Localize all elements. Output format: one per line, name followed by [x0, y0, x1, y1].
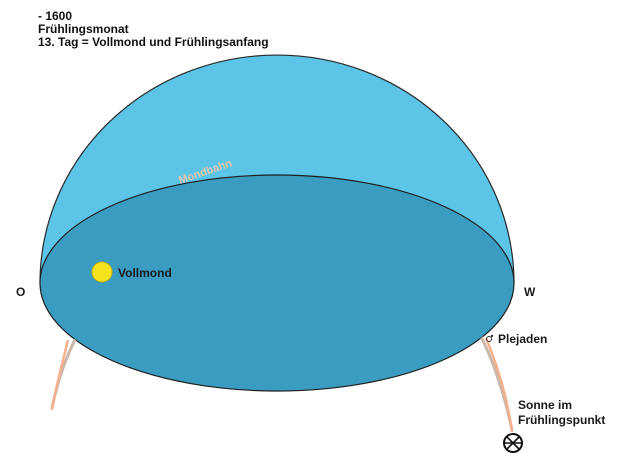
moon-path-right-tail — [484, 337, 514, 433]
direction-east-label: O — [16, 285, 25, 299]
full-moon-icon — [91, 261, 113, 283]
sun-label-line2: Frühlingspunkt — [518, 413, 605, 427]
pleiades-label: Plejaden — [498, 332, 547, 346]
month-label: Frühlingsmonat — [38, 22, 129, 36]
title-block: - 1600 Frühlingsmonat 13. Tag = Vollmond… — [38, 10, 269, 49]
year-label: - 1600 — [38, 9, 73, 23]
star-cluster-icon — [486, 334, 494, 342]
horizon-disc — [39, 174, 515, 392]
moon-path-left-tail — [50, 339, 70, 411]
direction-west-label: W — [524, 285, 536, 299]
day-label: 13. Tag = Vollmond und Frühlingsanfang — [38, 35, 269, 49]
sun-label-line1: Sonne im — [518, 398, 572, 412]
sun-symbol-icon — [503, 433, 523, 453]
full-moon-label: Vollmond — [118, 266, 172, 280]
